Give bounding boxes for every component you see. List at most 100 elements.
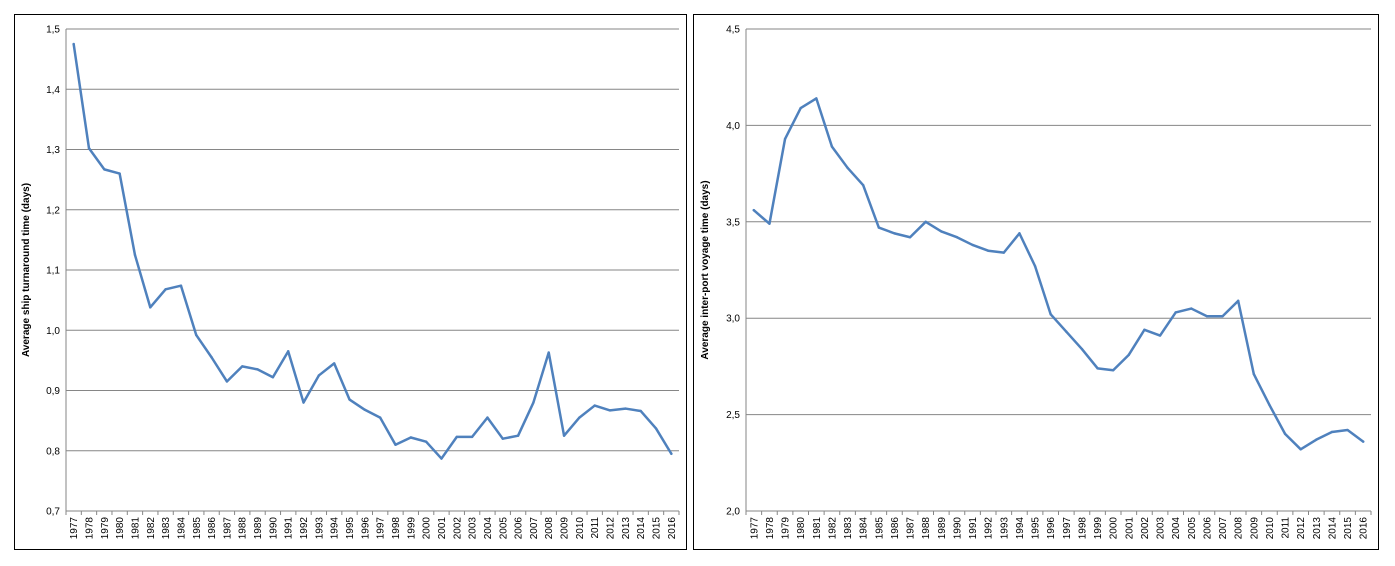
data-point xyxy=(424,440,428,443)
data-point xyxy=(955,236,959,239)
x-tick-label: 2003 xyxy=(468,517,479,540)
data-point xyxy=(501,437,504,440)
x-tick-label: 1993 xyxy=(314,517,325,540)
data-point xyxy=(409,436,413,439)
x-tick-label: 2012 xyxy=(606,517,617,540)
series-line xyxy=(752,97,1365,451)
data-point xyxy=(332,362,336,365)
x-tick-label: 2003 xyxy=(1156,517,1167,540)
x-tick-label: 2010 xyxy=(1265,517,1276,540)
x-tick-label: 1990 xyxy=(952,517,963,540)
x-tick-label: 1994 xyxy=(330,517,341,540)
x-tick-label: 1984 xyxy=(176,517,187,540)
series-line xyxy=(72,42,673,460)
data-point xyxy=(394,443,397,446)
x-tick-label: 2005 xyxy=(498,517,509,540)
data-point xyxy=(103,168,106,171)
data-point xyxy=(1252,372,1256,376)
y-tick-label: 1,1 xyxy=(46,266,60,277)
x-tick-label: 1979 xyxy=(781,517,792,540)
x-tick-label: 2011 xyxy=(1281,517,1292,539)
y-tick-label: 2,5 xyxy=(726,410,740,421)
x-tick-label: 2010 xyxy=(575,517,586,540)
x-tick-label: 1989 xyxy=(253,517,264,540)
x-tick-label: 1992 xyxy=(299,517,310,540)
x-tick-label: 2001 xyxy=(1124,517,1135,540)
data-point xyxy=(1268,403,1271,407)
x-tick-label: 1983 xyxy=(843,517,854,540)
x-tick-label: 1977 xyxy=(69,517,80,540)
x-tick-label: 2013 xyxy=(621,517,632,540)
x-tick-label: 2008 xyxy=(1234,517,1245,540)
x-tick-label: 1982 xyxy=(827,517,838,540)
x-tick-label: 1987 xyxy=(222,517,233,540)
data-point xyxy=(225,380,229,383)
y-tick-label: 4,0 xyxy=(726,121,740,132)
x-tick-label: 1984 xyxy=(859,517,870,540)
x-tick-label: 1990 xyxy=(268,517,279,540)
y-tick-label: 1,4 xyxy=(46,85,60,96)
x-tick-label: 2002 xyxy=(452,517,463,540)
data-point xyxy=(654,427,658,430)
data-point xyxy=(241,365,244,368)
data-point xyxy=(1190,307,1193,310)
turnaround-chart-panel: 0,7 0,8 0,9 1,0 1,1 1,2 1,3 1,4 1,5 1977 1978 1979 1… xyxy=(14,14,687,550)
x-tick-label: 1997 xyxy=(376,517,387,540)
data-point xyxy=(1080,347,1084,351)
x-tick-label: 1987 xyxy=(906,517,917,540)
data-point xyxy=(768,222,771,225)
x-tick-label: 2007 xyxy=(529,517,540,540)
data-point xyxy=(516,434,520,437)
data-point xyxy=(1096,367,1099,370)
data-point xyxy=(1049,313,1052,316)
x-tick-label: 1998 xyxy=(391,517,402,540)
x-tick-label: 1977 xyxy=(749,517,760,540)
data-point xyxy=(971,243,974,247)
x-tick-label: 1989 xyxy=(937,517,948,540)
x-tick-label: 1986 xyxy=(890,517,901,540)
x-tick-label: 2004 xyxy=(483,517,494,540)
data-point xyxy=(578,416,581,419)
data-point xyxy=(195,333,198,337)
data-point xyxy=(378,416,382,419)
x-tick-label: 2012 xyxy=(1296,517,1307,540)
data-point xyxy=(562,434,566,437)
data-point xyxy=(986,249,990,252)
data-point xyxy=(440,457,443,460)
y-tick-label: 3,5 xyxy=(726,217,740,228)
x-tick-label: 1981 xyxy=(130,517,141,540)
data-point xyxy=(1299,448,1302,451)
x-tick-label: 2001 xyxy=(437,517,448,540)
x-tick-label: 1985 xyxy=(192,517,203,540)
data-point xyxy=(1111,369,1115,372)
x-tick-label: 1988 xyxy=(921,517,932,540)
data-point xyxy=(908,236,912,239)
x-tick-label: 1991 xyxy=(284,517,295,540)
data-point xyxy=(455,435,458,439)
data-point xyxy=(783,137,787,141)
x-tick-label: 1991 xyxy=(968,517,979,540)
data-point xyxy=(72,42,75,46)
x-tick-label: 1996 xyxy=(1046,517,1057,540)
data-point xyxy=(1330,430,1334,434)
data-point xyxy=(639,409,642,413)
data-point xyxy=(924,220,927,223)
data-point xyxy=(799,106,802,110)
x-tick-label: 2016 xyxy=(667,517,678,540)
data-point xyxy=(179,284,183,287)
data-point xyxy=(940,230,943,233)
x-tick-label: 2006 xyxy=(514,517,525,540)
data-point xyxy=(893,232,896,235)
data-point xyxy=(670,452,673,455)
x-tick-label: 2015 xyxy=(1343,517,1354,540)
data-point xyxy=(1361,440,1365,443)
x-tick-label: 1978 xyxy=(765,517,776,540)
x-tick-label: 1980 xyxy=(115,517,126,540)
data-point xyxy=(149,306,152,309)
x-tick-label: 2009 xyxy=(1249,517,1260,540)
x-tick-label: 2015 xyxy=(652,517,663,540)
data-point xyxy=(815,97,818,100)
x-tick-label: 1995 xyxy=(345,517,356,540)
x-tick-label: 1979 xyxy=(100,517,111,540)
x-tick-label: 1997 xyxy=(1062,517,1073,540)
